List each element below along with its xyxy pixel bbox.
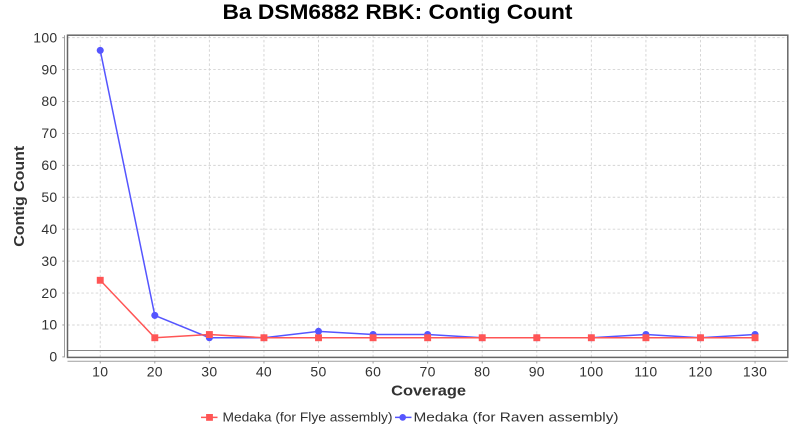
svg-text:120: 120 xyxy=(688,363,712,379)
svg-text:80: 80 xyxy=(474,363,490,379)
svg-text:30: 30 xyxy=(201,363,217,379)
svg-text:10: 10 xyxy=(41,317,57,333)
svg-text:Medaka (for Flye assembly): Medaka (for Flye assembly) xyxy=(223,409,393,424)
svg-text:Ba DSM6882 RBK: Contig Count: Ba DSM6882 RBK: Contig Count xyxy=(223,1,573,24)
svg-text:Coverage: Coverage xyxy=(391,382,466,399)
svg-text:90: 90 xyxy=(41,61,57,77)
svg-text:20: 20 xyxy=(41,285,57,301)
svg-text:10: 10 xyxy=(92,363,108,379)
svg-text:110: 110 xyxy=(634,363,657,379)
svg-text:30: 30 xyxy=(41,253,57,269)
svg-text:0: 0 xyxy=(49,349,57,365)
svg-text:50: 50 xyxy=(41,189,57,205)
svg-text:60: 60 xyxy=(41,157,57,173)
svg-text:100: 100 xyxy=(33,29,57,45)
svg-text:100: 100 xyxy=(579,363,603,379)
svg-text:Medaka (for Raven assembly): Medaka (for Raven assembly) xyxy=(414,409,619,424)
svg-text:40: 40 xyxy=(256,363,272,379)
svg-text:Contig Count: Contig Count xyxy=(11,146,28,247)
svg-text:50: 50 xyxy=(310,363,326,379)
svg-text:60: 60 xyxy=(365,363,381,379)
svg-text:70: 70 xyxy=(420,363,436,379)
svg-text:70: 70 xyxy=(41,125,57,141)
svg-text:130: 130 xyxy=(743,363,767,379)
svg-text:80: 80 xyxy=(41,93,57,109)
svg-text:90: 90 xyxy=(529,363,545,379)
svg-text:20: 20 xyxy=(147,363,163,379)
svg-text:40: 40 xyxy=(41,221,57,237)
